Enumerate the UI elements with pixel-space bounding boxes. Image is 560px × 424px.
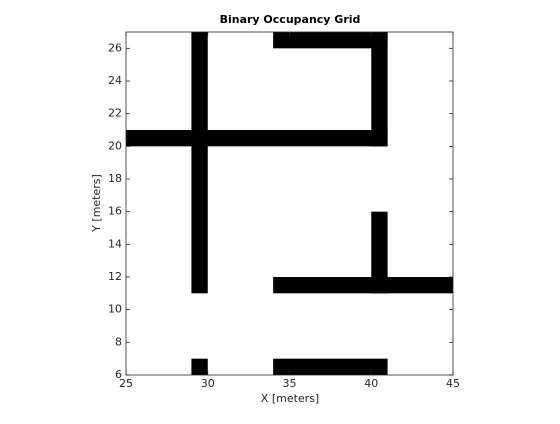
occupied-cell: [371, 32, 388, 147]
occupied-cell: [273, 277, 453, 294]
x-tick-label: 30: [201, 377, 215, 390]
y-tick-label: 12: [108, 270, 122, 283]
y-tick-label: 20: [108, 139, 122, 152]
y-tick-label: 22: [108, 107, 122, 120]
x-tick-label: 25: [119, 377, 133, 390]
y-tick-label: 10: [108, 303, 122, 316]
occupied-cell: [273, 358, 388, 375]
occupied-cell: [191, 32, 208, 294]
occupied-cell: [273, 32, 388, 49]
y-tick-label: 18: [108, 172, 122, 185]
x-tick-label: 35: [283, 377, 297, 390]
x-tick-label: 40: [364, 377, 378, 390]
x-axis-label: X [meters]: [261, 392, 319, 405]
y-tick-label: 8: [115, 335, 122, 348]
occupied-cell: [126, 130, 388, 147]
x-tick-label: 45: [446, 377, 460, 390]
y-tick-label: 24: [108, 74, 122, 87]
y-tick-label: 16: [108, 205, 122, 218]
y-tick-label: 6: [115, 368, 122, 381]
y-axis-label: Y [meters]: [90, 174, 103, 233]
occupied-cell: [371, 211, 388, 294]
occupied-cell: [191, 358, 208, 375]
y-tick-label: 14: [108, 237, 122, 250]
y-tick-label: 26: [108, 41, 122, 54]
chart-title: Binary Occupancy Grid: [220, 13, 361, 26]
